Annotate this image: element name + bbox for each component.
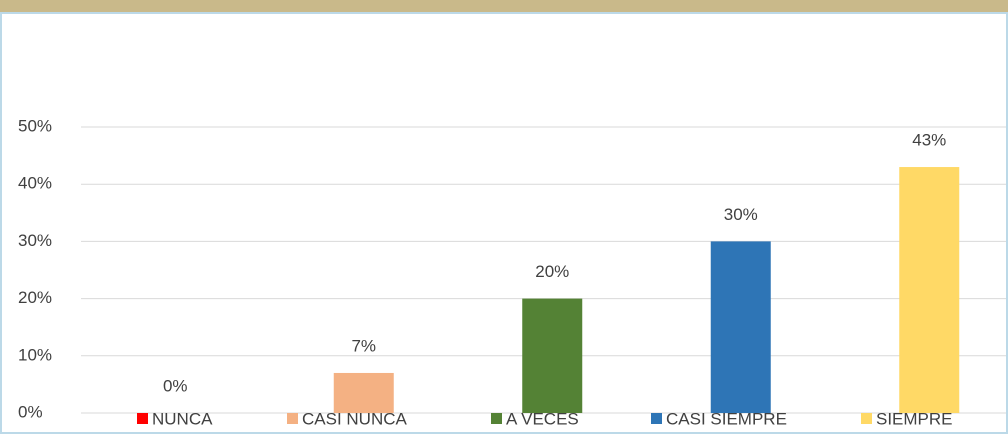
- value-label: 43%: [912, 131, 946, 150]
- y-tick-label: 0%: [18, 402, 43, 421]
- bar: [899, 167, 960, 413]
- legend-label: SIEMPRE: [876, 409, 953, 428]
- value-label: 20%: [535, 262, 569, 281]
- legend-swatch: [137, 413, 148, 424]
- legend-label: A VECES: [506, 409, 579, 428]
- legend-label: CASI NUNCA: [302, 409, 408, 428]
- bar: [333, 372, 394, 413]
- value-label: 7%: [351, 336, 376, 355]
- y-tick-label: 40%: [18, 174, 52, 193]
- legend-swatch: [861, 413, 872, 424]
- y-tick-label: 50%: [18, 116, 52, 135]
- frame: [0, 12, 1008, 434]
- value-label: 0%: [163, 376, 188, 395]
- bar: [710, 241, 771, 413]
- legend-swatch: [651, 413, 662, 424]
- y-tick-label: 20%: [18, 288, 52, 307]
- legend-swatch: [287, 413, 298, 424]
- value-label: 30%: [724, 205, 758, 224]
- y-tick-label: 30%: [18, 231, 52, 250]
- legend-label: CASI SIEMPRE: [666, 409, 787, 428]
- legend-swatch: [491, 413, 502, 424]
- header-band: [0, 0, 1008, 12]
- y-tick-label: 10%: [18, 345, 52, 364]
- bar: [522, 298, 583, 413]
- legend-label: NUNCA: [152, 409, 213, 428]
